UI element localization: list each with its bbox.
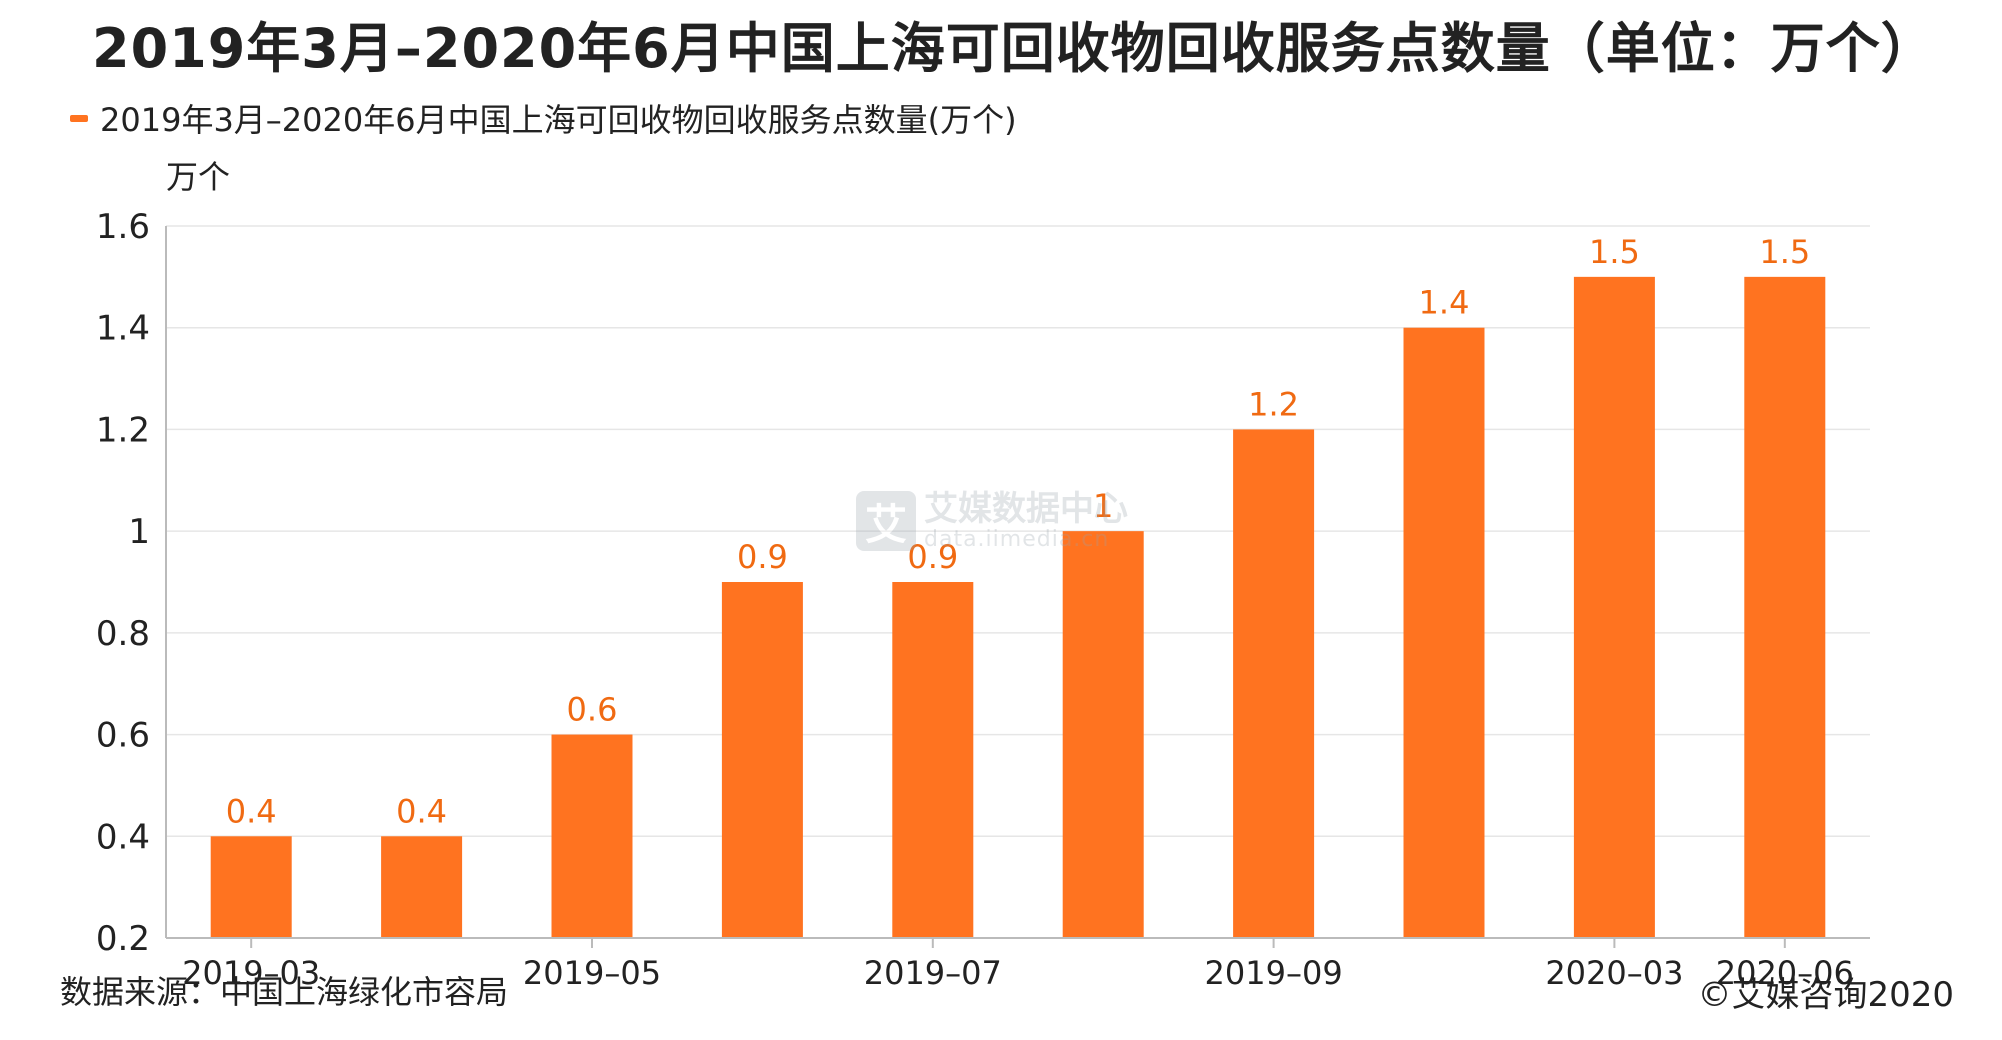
y-tick-label: 1: [128, 512, 150, 552]
x-tick-label: 2020–03: [1545, 954, 1683, 992]
bar: [1403, 327, 1485, 938]
y-axis-unit-label: 万个: [166, 158, 231, 196]
data-labels: 0.4 0.4 0.6 0.9 0.9 1 1.2 1.4 1.5 1.5: [226, 233, 1810, 830]
watermark-logo-icon: 艾: [856, 491, 916, 551]
data-label: 1.2: [1248, 385, 1299, 423]
data-label: 0.6: [567, 691, 618, 729]
bar: [892, 582, 974, 938]
data-label: 1.5: [1589, 233, 1640, 271]
chart-title: 2019年3月–2020年6月中国上海可回收物回收服务点数量（单位：万个）: [92, 17, 1936, 80]
copyright: ©艾媒咨询2020: [1697, 975, 1954, 1015]
y-tick-label: 0.2: [96, 919, 150, 959]
x-tick-label: 2020–06: [1716, 954, 1854, 992]
x-tick-label: 2019–07: [864, 954, 1002, 992]
y-tick-label: 0.6: [96, 716, 150, 756]
watermark: 艾 艾媒数据中心 data.iimedia.cn: [856, 490, 1128, 552]
bar: [1233, 429, 1315, 938]
data-label: 1.5: [1759, 233, 1810, 271]
bar: [1062, 531, 1144, 938]
x-tick-label: 2019–03: [182, 954, 320, 992]
y-axis-ticks: 0.2 0.4 0.6 0.8 1 1.2 1.4 1.6: [96, 207, 150, 959]
bar: [1573, 276, 1655, 938]
data-label: 0.9: [907, 538, 958, 576]
data-label: 0.4: [396, 792, 447, 830]
x-axis: 2019–03 2019–05 2019–07 2019–09 2020–03 2020–…: [166, 937, 1870, 992]
x-tick-label: 2019–05: [523, 954, 661, 992]
legend: 2019年3月–2020年6月中国上海可回收物回收服务点数量(万个): [70, 98, 1017, 139]
bar: [381, 836, 463, 938]
bar: [210, 836, 292, 938]
data-label: 0.9: [737, 538, 788, 576]
data-label: 0.4: [226, 792, 277, 830]
bar: [1744, 276, 1826, 938]
bars: [210, 276, 1826, 938]
bar: [551, 734, 633, 938]
x-tick-label: 2019–09: [1205, 954, 1343, 992]
watermark-url: data.iimedia.cn: [924, 527, 1110, 552]
legend-label: 2019年3月–2020年6月中国上海可回收物回收服务点数量(万个): [100, 101, 1017, 139]
data-source: 数据来源：中国上海绿化市容局: [60, 973, 509, 1011]
y-tick-label: 1.2: [96, 410, 150, 450]
y-tick-label: 0.4: [96, 817, 150, 857]
legend-swatch: [70, 114, 88, 122]
data-label: 1.4: [1419, 284, 1470, 322]
y-tick-label: 0.8: [96, 614, 150, 654]
y-tick-label: 1.6: [96, 207, 150, 247]
watermark-name: 艾媒数据中心: [924, 489, 1128, 529]
data-label: 1: [1093, 487, 1113, 525]
bar: [721, 582, 803, 938]
y-tick-label: 1.4: [96, 309, 150, 349]
